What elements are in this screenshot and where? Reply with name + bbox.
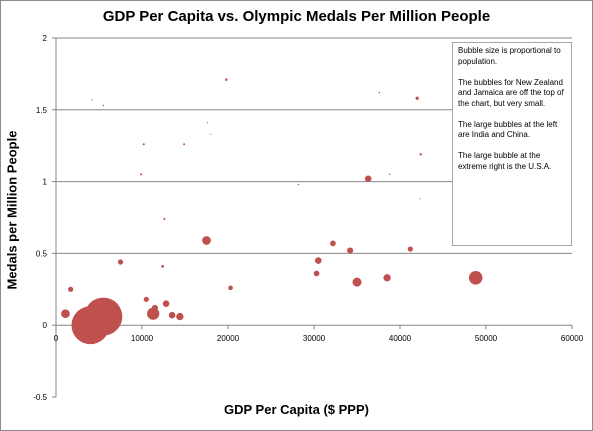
bubble-point: [297, 183, 300, 186]
bubble-point: [364, 175, 372, 183]
x-tick-label-5: 50000: [475, 334, 498, 343]
bubble-point: [313, 270, 320, 277]
bubble-point: [61, 309, 70, 319]
y-tick-label-3: 1: [43, 178, 48, 187]
note-paragraph-1: The bubbles for New Zealand and Jamaica …: [458, 77, 564, 108]
bubble-point: [315, 257, 322, 264]
bubble-point: [71, 306, 110, 345]
y-tick-label-5: 2: [43, 34, 48, 43]
x-tick-label-3: 30000: [303, 334, 326, 343]
note-paragraph-2: The large bubbles at the left are India …: [458, 119, 558, 140]
bubble-point: [388, 173, 391, 176]
x-tick-label-2: 20000: [217, 334, 240, 343]
bubble-point: [206, 122, 208, 124]
bubble-point: [163, 217, 166, 220]
bubble-point: [419, 153, 422, 156]
note-paragraph-0: Bubble size is proportional to populatio…: [458, 46, 561, 66]
bubble-point: [225, 78, 228, 81]
y-tick-label-2: 0.5: [36, 249, 48, 258]
bubble-point: [183, 143, 186, 146]
x-axis-label: GDP Per Capita ($ PPP): [224, 402, 369, 417]
bubble-point: [91, 99, 93, 101]
bubble-point: [168, 311, 176, 319]
bubble-point: [102, 104, 105, 107]
bubble-point: [415, 96, 419, 100]
bubble-point: [419, 198, 421, 200]
y-tick-label-1: 0: [43, 321, 48, 330]
bubble-point: [352, 277, 362, 287]
note-paragraph-3: The large bubble at the extreme right is…: [458, 151, 552, 171]
bubble-point: [202, 236, 211, 245]
x-tick-label-6: 60000: [561, 334, 584, 343]
bubble-point: [347, 247, 354, 254]
bubble-point: [68, 286, 74, 292]
bubble-point: [210, 133, 212, 135]
y-axis-label: Medals per Million People: [5, 131, 20, 290]
bubble-point: [407, 246, 413, 252]
bubble-point: [378, 91, 381, 94]
bubble-point: [140, 173, 143, 176]
annotation-box: Bubble size is proportional to populatio…: [452, 42, 572, 246]
bubble-point: [117, 259, 124, 265]
x-tick-label-4: 40000: [389, 334, 412, 343]
bubble-point: [143, 296, 149, 302]
bubble-point: [228, 285, 233, 291]
bubble-point: [176, 312, 184, 321]
bubble-point: [142, 143, 145, 146]
bubble-point: [330, 240, 336, 247]
x-tick-label-0: 0: [54, 334, 59, 343]
x-tick-label-1: 10000: [131, 334, 154, 343]
chart-title: GDP Per Capita vs. Olympic Medals Per Mi…: [102, 8, 491, 25]
bubble-point: [383, 274, 391, 282]
y-tick-label-4: 1.5: [36, 106, 48, 115]
y-tick-label-0: -0.5: [33, 393, 47, 402]
bubble-point: [162, 300, 170, 307]
bubble-point: [151, 304, 158, 312]
bubble-point: [161, 264, 165, 268]
y-axis-label-text: Medals per Million People: [4, 130, 20, 290]
bubble-point: [468, 271, 483, 285]
